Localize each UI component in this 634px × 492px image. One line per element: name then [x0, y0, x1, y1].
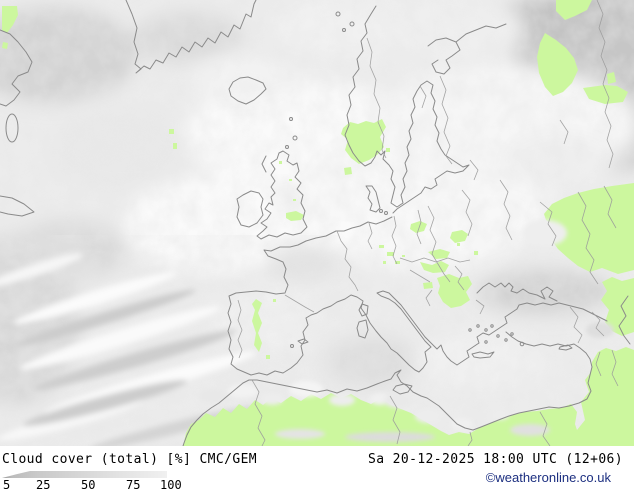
ireland-coast	[236, 190, 264, 228]
cloud-cover-map	[0, 0, 634, 446]
legend-tick: 5	[3, 478, 11, 492]
copyright-watermark: ©weatheronline.co.uk	[485, 470, 611, 485]
denmark-coast	[365, 185, 381, 213]
greenland-coast	[125, 0, 257, 74]
newfoundland-coast	[0, 195, 35, 217]
iceland-coast	[228, 76, 267, 105]
cyprus-coast	[558, 344, 573, 351]
coastal-cloud-blobs	[199, 220, 614, 442]
legend-tick: 25	[36, 478, 51, 492]
sicily-coast	[392, 383, 413, 395]
balearics-coast	[297, 338, 309, 345]
map-title: Cloud cover (total) [%] CMC/GEM	[2, 452, 258, 467]
map-footer: Cloud cover (total) [%] CMC/GEM Sa 20-12…	[0, 446, 634, 492]
labrador-lake	[5, 113, 19, 143]
britain-coast	[256, 150, 308, 240]
legend-gradient-bar	[2, 471, 167, 478]
coastlines	[0, 0, 631, 446]
atlantic-cloud-bands	[0, 253, 263, 446]
caspian-coast	[618, 295, 631, 345]
kola-whitesea-coast	[427, 37, 461, 75]
validity-timestamp: Sa 20-12-2025 18:00 UTC (12+06)	[367, 452, 623, 467]
labrador-coast	[0, 29, 33, 107]
legend-ticks: 5 25 50 75 100	[0, 478, 220, 492]
arctic-russia-coast	[455, 23, 507, 43]
legend-tick: 100	[160, 478, 182, 492]
blacksea-north-coast	[476, 282, 558, 302]
country-borders	[237, 0, 619, 446]
west-europe-coast	[227, 216, 608, 376]
turkey-africa-coast	[182, 331, 593, 446]
legend-tick: 50	[81, 478, 96, 492]
hebrides-coast	[261, 155, 267, 173]
legend-tick: 75	[126, 478, 141, 492]
crete-coast	[471, 351, 495, 359]
map-image	[0, 0, 634, 446]
corsica-coast	[358, 303, 369, 317]
sardinia-coast	[356, 319, 369, 339]
scandinavia-baltic-coast	[344, 5, 470, 214]
